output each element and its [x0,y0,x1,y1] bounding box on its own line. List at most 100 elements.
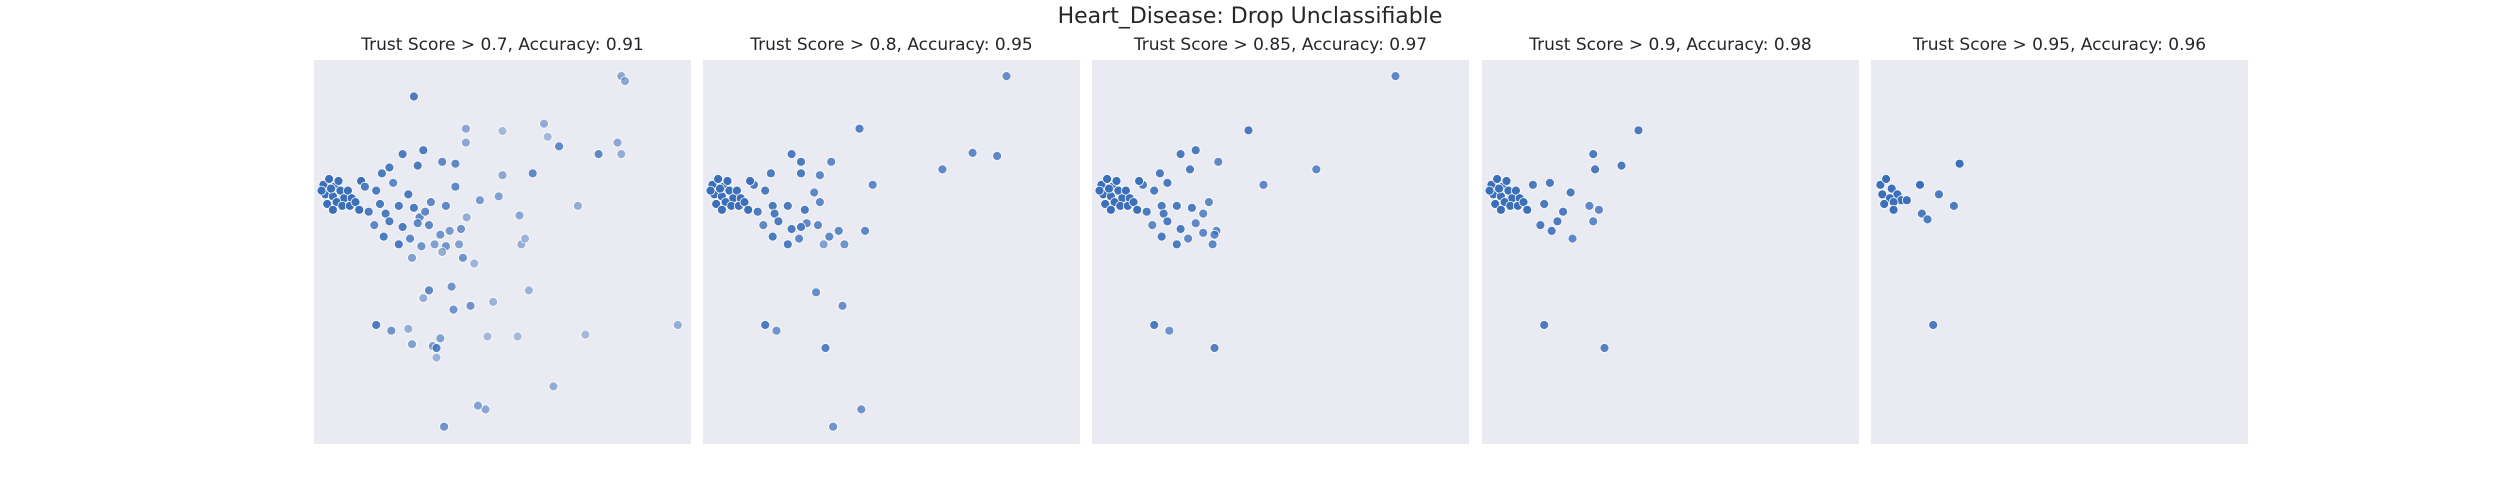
scatter-point [420,206,431,217]
scatter-point [1105,204,1116,215]
panel-title-3: Trust Score > 0.85, Accuracy: 0.97 [1133,35,1428,55]
scatter-point [811,287,821,298]
scatter-point [316,185,327,196]
scatter-point [722,176,733,186]
scatter-point [732,185,742,196]
scatter-point [326,183,336,194]
scatter-point [1164,325,1175,336]
scatter-point [1934,189,1944,200]
scatter-point [1875,179,1886,190]
scatter-point [1134,176,1144,186]
scatter-point [782,239,793,250]
scatter-point [1121,185,1131,196]
scatter-point [1162,178,1173,188]
scatter-point [363,206,374,217]
scatter-point [516,239,527,250]
scatter-point [1001,71,1012,82]
scatter-point [393,239,404,250]
scatter-point [444,225,455,236]
scatter-point [824,231,835,242]
scatter-point [380,208,391,219]
scatter-point [839,239,850,250]
scatter-point [1209,343,1220,353]
scatter-point [1492,174,1503,184]
scatter-point [327,204,338,215]
scatter-point [1213,156,1224,167]
scatter-point [1922,214,1933,225]
scatter-point [548,381,559,392]
scatter-point [1155,168,1165,179]
scatter-point [1198,227,1209,238]
scatter-point [782,200,793,211]
scatter-point [378,231,389,242]
scatter-point [1149,185,1160,196]
scatter-point [429,239,440,250]
scatter-plot-2 [705,71,1012,432]
scatter-point [384,162,395,173]
scatter-point [796,168,806,179]
scatter-point [523,285,534,296]
scatter-point [418,293,429,304]
scatter-point [1207,239,1218,250]
scatter-point [384,216,395,227]
scatter-point [1528,179,1538,190]
scatter-point [1209,229,1220,240]
scatter-plot-3 [1094,71,1401,353]
scatter-point [716,204,727,215]
scatter-point [343,185,353,196]
scatter-point [450,158,461,169]
scatter-point [497,170,508,181]
scatter-point [1490,199,1501,209]
scatter-point [752,206,763,217]
scatter-point [1171,200,1182,211]
scatter-point [1100,199,1111,209]
scatter-point [397,222,408,232]
scatter-point [454,239,465,250]
scatter-point [612,137,623,148]
scatter-point [465,300,476,311]
scatter-point [354,204,365,215]
scatter-point [1545,178,1555,188]
scatter-point [409,91,419,102]
scatter-point [450,181,461,192]
scatter-point [705,185,716,196]
scatter-point [493,191,504,202]
scatter-point [371,185,382,196]
scatter-point [1588,216,1599,227]
scatter-point [520,233,531,244]
scatter-point [1495,204,1506,215]
scatter-point [1877,189,1888,200]
scatter-point [431,352,442,363]
scatter-point [527,168,538,179]
scatter-point [1558,206,1568,217]
scatter-point [554,141,565,152]
scatter-point [773,216,784,227]
scatter-point [412,218,423,229]
scatter-point [796,156,806,167]
scatter-point [393,200,404,211]
scatter-point [1546,225,1557,236]
scatter-point [474,195,485,206]
scatter-point [1633,125,1644,136]
scatter-point [512,331,523,342]
scatter-point [813,220,823,231]
scatter-point [403,323,414,334]
scatter-point [815,197,825,208]
scatter-point [1901,195,1912,206]
scatter-point [826,156,837,167]
scatter-point [1175,149,1186,159]
scatter-point [377,168,387,179]
scatter-point [461,212,472,223]
scatter-point [1243,125,1254,136]
scatter-point [1539,199,1550,209]
scatter-point [424,285,434,296]
panel-title-5: Trust Score > 0.95, Accuracy: 0.96 [1912,35,2207,55]
scatter-point [424,220,434,231]
scatter-point [760,320,771,330]
scatter-point [713,174,724,184]
scatter-point [1104,183,1114,194]
scatter-point [405,233,415,244]
scatter-point [867,179,878,190]
scatter-point [1162,216,1173,227]
scatter-point [1599,343,1610,353]
